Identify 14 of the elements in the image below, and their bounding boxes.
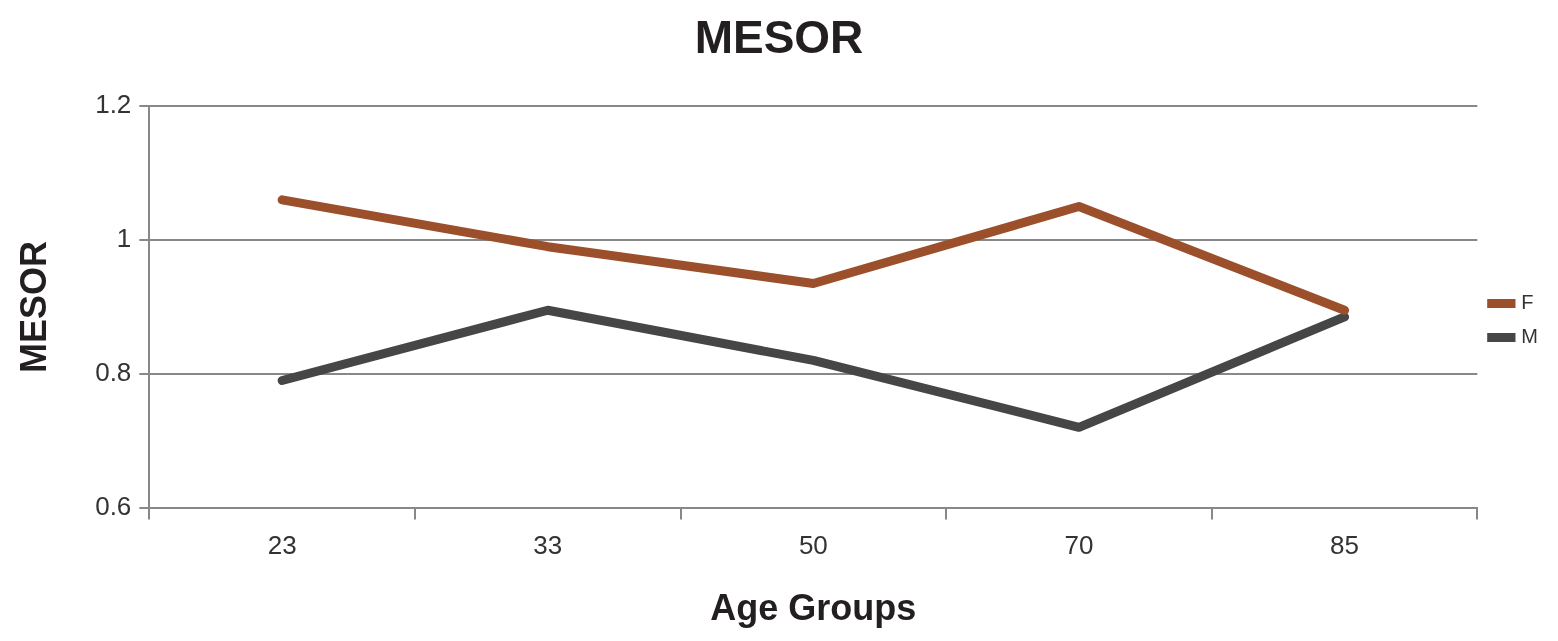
legend-label: M [1521,325,1539,348]
legend-label: F [1521,291,1534,314]
y-tick-label: 1.2 [95,89,132,120]
x-tick-label: 50 [798,530,828,561]
chart-title: MESOR [694,11,864,64]
x-tick-label: 85 [1330,530,1359,561]
y-tick-label: 1 [116,223,132,254]
y-tick-label: 0.8 [95,356,132,387]
x-tick-label: 23 [267,530,297,561]
x-tick-label: 33 [533,530,563,561]
y-axis-title: MESOR [12,240,54,373]
x-tick-label: 70 [1064,530,1094,561]
y-tick-label: 0.6 [95,490,132,521]
x-axis-title: Age Groups [710,587,917,629]
